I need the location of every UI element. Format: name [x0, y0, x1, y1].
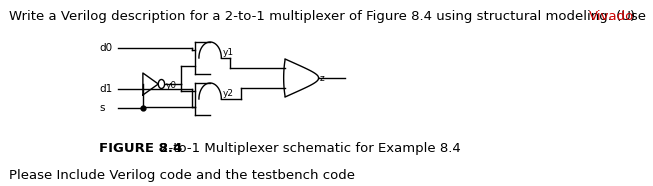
Text: s: s: [99, 103, 105, 113]
Text: y2: y2: [223, 89, 234, 97]
Text: FIGURE 8.4: FIGURE 8.4: [99, 142, 183, 155]
Text: y1: y1: [223, 47, 234, 57]
Text: 2-to-1 Multiplexer schematic for Example 8.4: 2-to-1 Multiplexer schematic for Example…: [160, 142, 460, 155]
Text: Please Include Verilog code and the testbench code: Please Include Verilog code and the test…: [9, 169, 355, 182]
Text: y0: y0: [166, 81, 177, 89]
Text: z: z: [320, 73, 325, 83]
Text: Write a Verilog description for a 2-to-1 multiplexer of Figure 8.4 using structu: Write a Verilog description for a 2-to-1…: [9, 10, 650, 23]
Text: ): ): [629, 10, 635, 23]
Text: d0: d0: [99, 43, 112, 53]
Text: d1: d1: [99, 84, 113, 94]
Text: Vivado: Vivado: [588, 10, 634, 23]
